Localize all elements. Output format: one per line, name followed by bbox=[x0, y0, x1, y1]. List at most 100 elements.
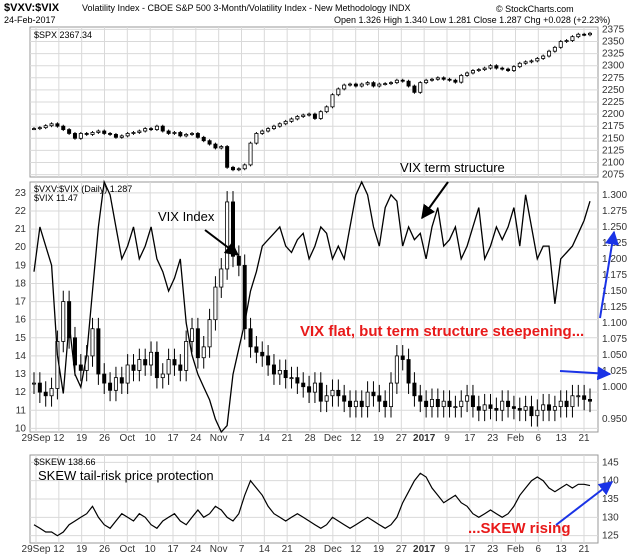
vix-candle bbox=[271, 364, 276, 375]
vix-y-tick: 10 bbox=[15, 423, 27, 434]
spx-candle bbox=[488, 65, 493, 69]
vix-candle bbox=[400, 355, 405, 360]
spx-candle bbox=[248, 142, 253, 166]
vix-y-tick: 22 bbox=[15, 206, 27, 217]
spx-candle bbox=[37, 127, 42, 130]
x-tick-label: Nov bbox=[210, 433, 228, 444]
spx-y-tick: 2300 bbox=[602, 61, 625, 72]
x-tick-label: 10 bbox=[145, 544, 157, 555]
vix-candle bbox=[447, 400, 452, 408]
spx-candle bbox=[172, 132, 177, 134]
spx-candle bbox=[447, 78, 452, 81]
x-tick-label: 19 bbox=[373, 433, 385, 444]
vix-index-annotation: VIX Index bbox=[158, 209, 215, 224]
spx-y-tick: 2325 bbox=[602, 49, 625, 60]
spx-candle bbox=[195, 133, 200, 138]
vxv-vix-legend: $VXV:$VIX (Daily) 1.287 bbox=[34, 184, 132, 194]
spx-candle bbox=[576, 33, 581, 38]
spx-candle bbox=[84, 133, 89, 135]
vix-candle bbox=[37, 382, 42, 393]
x-tick-label: Feb bbox=[507, 544, 525, 555]
vix-y-tick: 21 bbox=[15, 224, 27, 235]
skew-y-tick: 125 bbox=[602, 531, 619, 542]
spx-candle bbox=[470, 70, 475, 74]
main-panel-frame bbox=[29, 181, 599, 433]
ratio-y-tick: 1.050 bbox=[602, 350, 627, 361]
vix-y-tick: 18 bbox=[15, 278, 27, 289]
spx-candle bbox=[154, 125, 159, 130]
vix-candle bbox=[459, 400, 464, 408]
vix-candle bbox=[359, 400, 364, 408]
spx-candle bbox=[166, 130, 171, 134]
skew-rising-annotation: ...SKEW rising bbox=[468, 520, 571, 537]
x-tick-label: 7 bbox=[239, 433, 245, 444]
spx-y-tick: 2375 bbox=[602, 24, 625, 35]
vix-candle bbox=[517, 408, 522, 411]
vix-candle bbox=[570, 395, 575, 408]
spx-y-tick: 2075 bbox=[602, 170, 625, 181]
vix-candle bbox=[283, 370, 288, 379]
spx-y-tick: 2225 bbox=[602, 97, 625, 108]
skew-rising-arrow bbox=[555, 481, 614, 526]
chart-symbol: $VXV:$VIX bbox=[4, 2, 60, 14]
spx-candle bbox=[552, 46, 557, 52]
vix-y-tick: 14 bbox=[15, 351, 27, 362]
spx-candle bbox=[213, 143, 218, 149]
spx-candle bbox=[517, 62, 522, 68]
x-tick-label: 10 bbox=[145, 433, 157, 444]
x-tick-label: Dec bbox=[324, 433, 342, 444]
x-tick-label: 28 bbox=[304, 433, 316, 444]
chart-watermark: © StockCharts.com bbox=[496, 4, 574, 14]
vix-candle bbox=[353, 400, 358, 408]
vix-candle bbox=[547, 404, 552, 411]
x-tick-label: 27 bbox=[396, 433, 408, 444]
spx-candle bbox=[271, 125, 276, 130]
vix-candle bbox=[166, 359, 171, 375]
vix-candle bbox=[32, 382, 37, 385]
spx-candle bbox=[283, 120, 288, 125]
spx-candle bbox=[277, 123, 282, 127]
vix-candle bbox=[582, 395, 587, 400]
x-tick-label: Oct bbox=[120, 544, 136, 555]
vix-candle bbox=[588, 398, 593, 402]
vix-candle bbox=[312, 382, 317, 393]
ratio-y-tick: 1.300 bbox=[602, 190, 627, 201]
x-tick-label: 21 bbox=[578, 544, 590, 555]
vix-y-tick: 23 bbox=[15, 188, 27, 199]
spx-y-tick: 2350 bbox=[602, 37, 625, 48]
spx-candle bbox=[90, 132, 95, 135]
vix-candle bbox=[424, 400, 429, 408]
spx-candle bbox=[125, 133, 130, 137]
spx-candle bbox=[230, 166, 235, 171]
spx-candle bbox=[266, 128, 271, 132]
vix-candle bbox=[178, 364, 183, 371]
vix-candle bbox=[131, 364, 136, 371]
flat-steepening-annotation: VIX flat, but term structure steepening.… bbox=[300, 323, 584, 340]
x-tick-label: 17 bbox=[464, 544, 476, 555]
x-tick-label: Nov bbox=[210, 544, 228, 555]
spx-candle bbox=[529, 60, 534, 63]
x-tick-label: 29Sep bbox=[22, 433, 51, 444]
x-tick-label: 21 bbox=[282, 433, 294, 444]
term-structure-annotation: VIX term structure bbox=[400, 160, 505, 175]
x-tick-label: 27 bbox=[396, 544, 408, 555]
spx-candle bbox=[160, 125, 165, 132]
vix-y-tick: 11 bbox=[16, 405, 27, 416]
spx-candle bbox=[377, 83, 382, 87]
spx-candle bbox=[201, 136, 206, 142]
vix-candle bbox=[348, 400, 353, 408]
vix-candle bbox=[453, 406, 458, 409]
vix-candle bbox=[535, 409, 540, 417]
vix-candle bbox=[260, 351, 265, 357]
spx-candle bbox=[242, 164, 247, 170]
spx-candle bbox=[330, 94, 335, 108]
spx-candle bbox=[441, 77, 446, 80]
x-tick-label: 12 bbox=[53, 433, 65, 444]
x-tick-label: 28 bbox=[304, 544, 316, 555]
vix-candle bbox=[476, 406, 481, 411]
x-tick-label: 17 bbox=[464, 433, 476, 444]
flat-arrow-right bbox=[559, 366, 612, 381]
vix-candle bbox=[576, 395, 581, 398]
x-tick-label: 29Sep bbox=[22, 544, 51, 555]
vix-candle bbox=[441, 400, 446, 408]
